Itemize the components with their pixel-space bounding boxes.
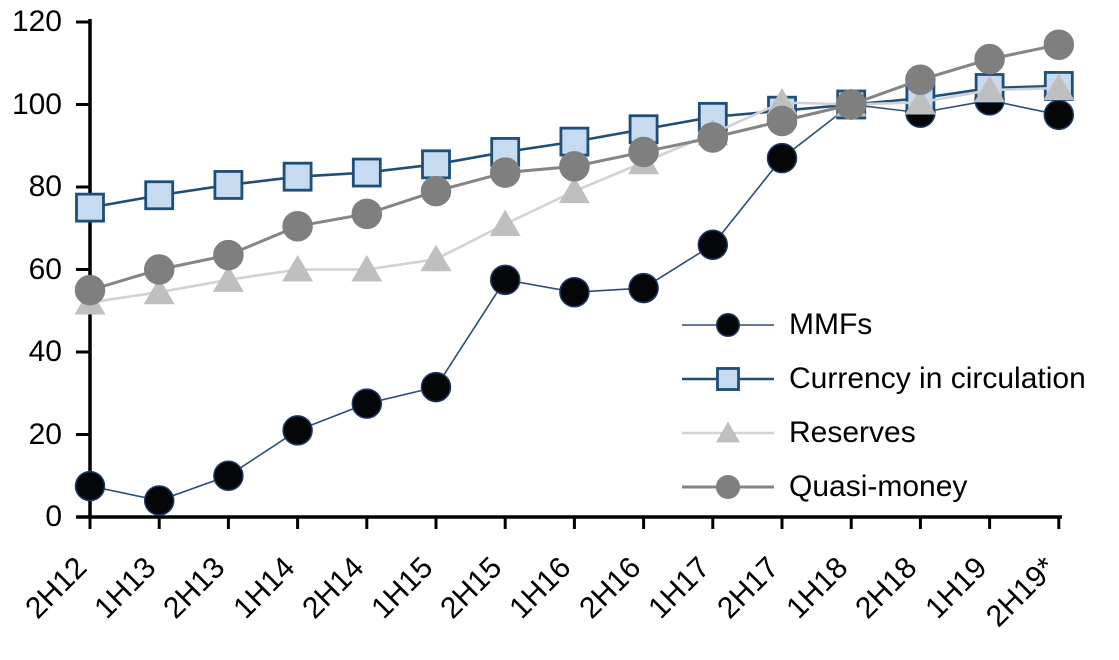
- marker-triangle: [282, 255, 314, 282]
- marker-circle: [489, 264, 521, 296]
- marker-square: [716, 367, 740, 391]
- marker-square: [75, 192, 105, 223]
- marker-triangle: [974, 75, 1006, 103]
- marker-square: [559, 126, 590, 157]
- marker-circle: [628, 272, 659, 304]
- legend-label: Reserves: [789, 416, 916, 449]
- marker-circle: [143, 254, 175, 285]
- legend-item-currency-in-circulation: Currency in circulation: [682, 362, 1086, 396]
- marker-triangle: [904, 87, 936, 115]
- legend-key-triangle-icon: [682, 421, 774, 443]
- y-tick-label: 0: [45, 500, 62, 533]
- marker-circle: [213, 239, 244, 271]
- marker-circle: [213, 460, 244, 491]
- y-tick-label: 40: [28, 335, 62, 368]
- marker-circle: [489, 157, 521, 188]
- legend-item-quasi-money: Quasi-money: [682, 470, 967, 504]
- marker-triangle: [420, 244, 452, 272]
- legend-label: Currency in circulation: [789, 362, 1086, 395]
- y-tick-label: 60: [28, 252, 62, 286]
- marker-circle: [835, 89, 867, 120]
- marker-triangle: [489, 209, 521, 237]
- marker-circle: [420, 371, 452, 403]
- y-tick-label: 20: [28, 417, 62, 451]
- legend-key-circle-icon: [682, 312, 774, 338]
- marker-circle: [697, 229, 729, 260]
- marker-square: [351, 157, 382, 188]
- marker-circle: [559, 151, 590, 182]
- marker-circle: [143, 485, 175, 516]
- marker-circle: [628, 136, 659, 168]
- marker-circle: [715, 474, 741, 500]
- marker-triangle: [1043, 73, 1075, 100]
- marker-triangle: [351, 255, 383, 282]
- indexed-monetary-aggregates-line-chart: 0 20 40 60 80 100 120 2H12 1H13 2H13 1H14 2H14 1H15…: [11, 5, 1086, 633]
- marker-circle: [74, 470, 106, 502]
- marker-triangle: [212, 265, 244, 292]
- marker-square: [421, 149, 451, 180]
- marker-circle: [559, 276, 590, 308]
- marker-circle: [1043, 29, 1075, 60]
- marker-circle: [420, 175, 452, 207]
- legend-label: MMFs: [789, 308, 873, 341]
- legend-item-reserves: Reserves: [682, 416, 916, 450]
- marker-circle: [1043, 99, 1075, 131]
- marker-triangle: [766, 87, 798, 115]
- marker-circle: [905, 64, 936, 95]
- marker-triangle: [143, 277, 175, 305]
- marker-circle: [74, 274, 106, 306]
- marker-circle: [974, 43, 1005, 75]
- marker-circle: [282, 415, 313, 446]
- marker-circle: [715, 312, 741, 338]
- marker-triangle: [558, 176, 590, 204]
- y-tick-label: 120: [11, 5, 62, 38]
- y-tick-label: 100: [11, 87, 62, 121]
- y-tick-label: 80: [28, 170, 62, 203]
- series-mmfs: [74, 85, 1075, 516]
- marker-circle: [351, 198, 383, 230]
- legend-key-square-icon: [682, 367, 774, 391]
- marker-square: [282, 161, 313, 192]
- legend-item-mmfs: MMFs: [682, 308, 872, 342]
- marker-triangle: [715, 421, 741, 443]
- marker-circle: [351, 388, 383, 419]
- marker-circle: [697, 122, 729, 153]
- legend-key-circle-icon: [682, 474, 774, 500]
- marker-square: [213, 170, 244, 200]
- plot-area: [74, 19, 1075, 529]
- axes: [76, 19, 1062, 529]
- marker-circle: [282, 210, 313, 242]
- legend-label: Quasi-money: [789, 470, 968, 503]
- series-quasi-money: [74, 29, 1075, 306]
- marker-square: [144, 180, 175, 211]
- marker-circle: [766, 105, 798, 137]
- marker-circle: [766, 142, 798, 174]
